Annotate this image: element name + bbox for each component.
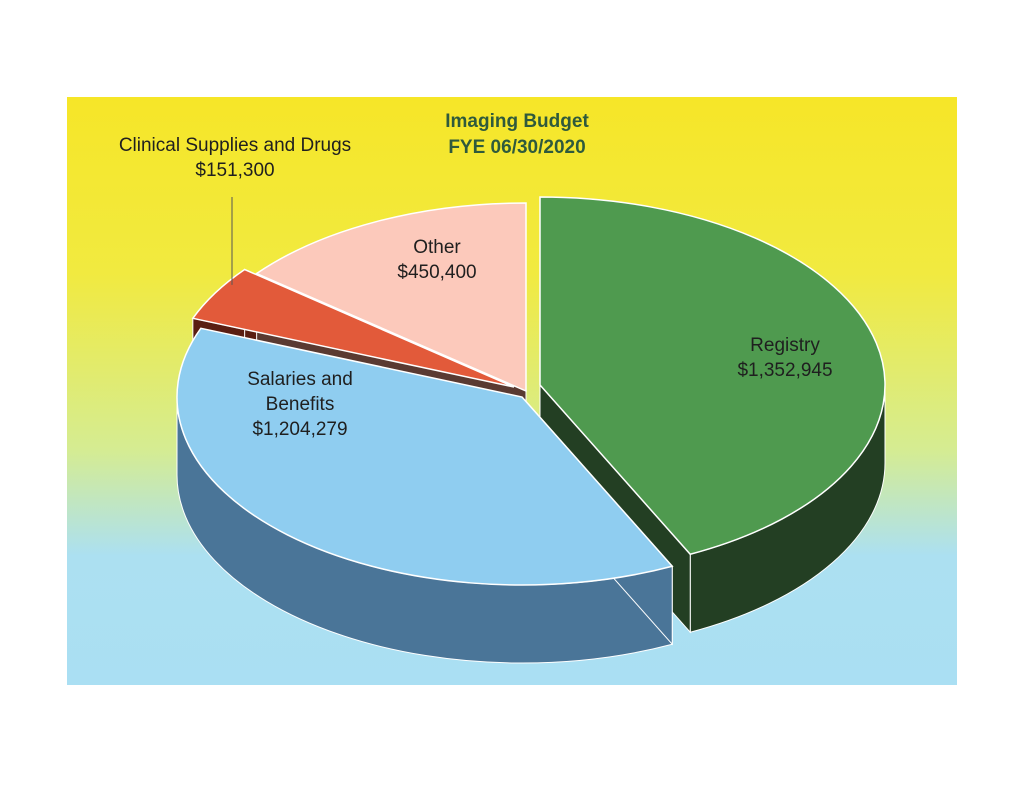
chart-subtitle: FYE 06/30/2020 <box>448 137 586 158</box>
other-name: Other <box>413 237 461 258</box>
clinical-value: $151,300 <box>195 160 275 181</box>
salaries-value: $1,204,279 <box>252 419 348 440</box>
other-value: $450,400 <box>397 262 477 283</box>
salaries-name-line-1: Salaries and <box>247 369 353 390</box>
salaries-and-benefits-slice <box>176 327 674 586</box>
clinical-name: Clinical Supplies and Drugs <box>118 135 352 156</box>
registry-value: $1,352,945 <box>737 360 833 381</box>
clinical-supplies-and-drugs-slice <box>191 268 515 388</box>
other-label: Other $450,400 <box>377 235 497 285</box>
pie-chart <box>176 196 886 664</box>
registry-name: Registry <box>750 335 820 356</box>
clinical-label: Clinical Supplies and Drugs $151,300 <box>95 133 375 183</box>
chart-title: Imaging Budget <box>445 111 589 132</box>
chart-area: Imaging Budget FYE 06/30/2020 Registry $… <box>67 97 957 685</box>
salaries-label: Salaries and Benefits $1,204,279 <box>215 367 385 442</box>
registry-label: Registry $1,352,945 <box>695 333 875 383</box>
registry-slice <box>539 196 886 556</box>
other-slice <box>255 202 527 393</box>
salaries-name-line-2: Benefits <box>265 394 335 415</box>
